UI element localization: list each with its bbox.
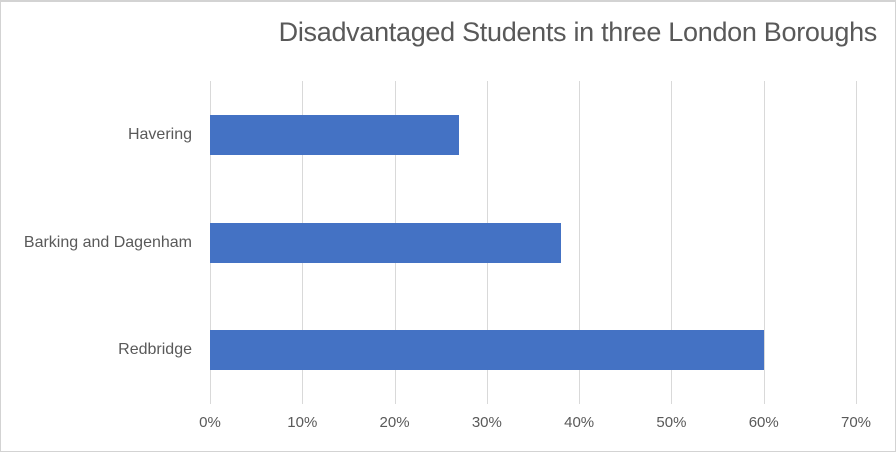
gridline-60 bbox=[763, 81, 765, 404]
category-label-redbridge: Redbridge bbox=[118, 341, 192, 359]
x-axis-tick-label: 30% bbox=[471, 414, 502, 431]
category-label-havering: Havering bbox=[127, 125, 192, 143]
x-axis-tick-label: 0% bbox=[199, 414, 221, 431]
x-axis-tick-label: 60% bbox=[748, 414, 779, 431]
gridline-50 bbox=[671, 81, 673, 404]
gridline-70 bbox=[856, 81, 857, 404]
x-axis-tick-label: 10% bbox=[287, 414, 318, 431]
x-axis-tick-label: 50% bbox=[656, 414, 687, 431]
bar-redbridge bbox=[210, 330, 764, 371]
chart-title: Disadvantaged Students in three London B… bbox=[278, 17, 878, 47]
bar-havering bbox=[210, 114, 460, 155]
category-label-barking-and-dagenham: Barking and Dagenham bbox=[23, 233, 192, 251]
plot-area bbox=[210, 81, 857, 404]
gridline-40 bbox=[579, 81, 581, 404]
bar-barking-and-dagenham bbox=[210, 222, 561, 263]
x-axis-tick-label: 20% bbox=[379, 414, 410, 431]
x-axis-tick-label: 70% bbox=[840, 414, 872, 431]
x-axis-tick-label: 40% bbox=[564, 414, 595, 431]
